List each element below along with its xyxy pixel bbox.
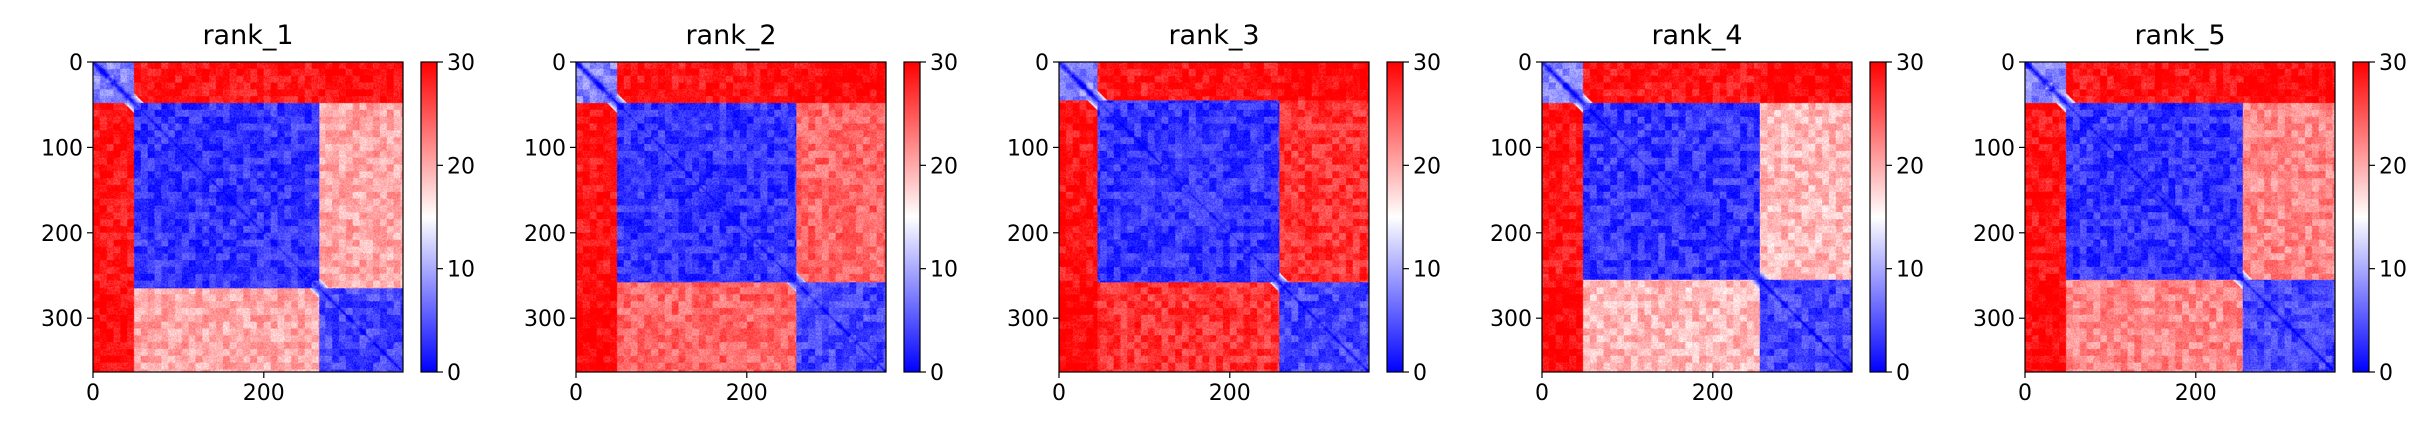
colorbar-tick-label: 30 bbox=[447, 51, 475, 76]
y-tick-label: 200 bbox=[1490, 222, 1532, 247]
panel-4: rank_4 0 200 0 100 200 300 0 10 20 30 bbox=[1490, 20, 1924, 406]
plot-frame bbox=[575, 61, 887, 373]
y-tick-label: 300 bbox=[1007, 307, 1049, 332]
colorbar-tick-label: 0 bbox=[930, 361, 944, 386]
panel-3: rank_3 0 200 0 100 200 300 0 10 20 30 bbox=[1007, 20, 1441, 406]
colorbar bbox=[1869, 61, 1887, 373]
heatmap-image bbox=[1542, 62, 1852, 372]
y-tick-label: 0 bbox=[69, 51, 83, 76]
x-tick-label: 0 bbox=[86, 381, 100, 406]
heatmap-image bbox=[2025, 62, 2335, 372]
x-tick-label: 200 bbox=[2175, 381, 2217, 406]
colorbar-tick-label: 20 bbox=[1413, 154, 1441, 179]
colorbar-tick-label: 10 bbox=[447, 258, 475, 283]
plot-frame bbox=[1541, 61, 1853, 373]
colorbar-tick-label: 30 bbox=[2379, 51, 2407, 76]
chart-title: rank_5 bbox=[2134, 20, 2225, 51]
panel-1: rank_1 0 200 0 100 200 300 0 10 20 30 bbox=[41, 20, 475, 406]
y-tick-label: 100 bbox=[1007, 136, 1049, 161]
colorbar-tick-label: 30 bbox=[930, 51, 958, 76]
y-tick-label: 0 bbox=[1035, 51, 1049, 76]
colorbar-tick-label: 0 bbox=[1413, 361, 1427, 386]
colorbar-tick-label: 30 bbox=[1413, 51, 1441, 76]
colorbar-tick-label: 10 bbox=[1413, 258, 1441, 283]
panel-2: rank_2 0 200 0 100 200 300 0 10 20 30 bbox=[524, 20, 958, 406]
y-tick-label: 100 bbox=[1973, 136, 2015, 161]
chart-title: rank_2 bbox=[685, 20, 776, 51]
chart-title: rank_4 bbox=[1651, 20, 1742, 51]
heatmap-image bbox=[1059, 62, 1369, 372]
colorbar-tick-label: 30 bbox=[1896, 51, 1924, 76]
x-tick-label: 0 bbox=[569, 381, 583, 406]
y-tick-label: 300 bbox=[41, 307, 83, 332]
colorbar bbox=[903, 61, 921, 373]
y-tick-label: 200 bbox=[1973, 222, 2015, 247]
y-tick-label: 100 bbox=[524, 136, 566, 161]
y-tick-label: 100 bbox=[1490, 136, 1532, 161]
colorbar-tick-label: 0 bbox=[2379, 361, 2393, 386]
chart-title: rank_1 bbox=[202, 20, 293, 51]
colorbar-tick-label: 10 bbox=[2379, 258, 2407, 283]
y-tick-label: 200 bbox=[1007, 222, 1049, 247]
y-tick-label: 300 bbox=[524, 307, 566, 332]
heatmap-image bbox=[93, 62, 403, 372]
panel-5: rank_5 0 200 0 100 200 300 0 10 20 30 bbox=[1973, 20, 2407, 406]
y-tick-label: 0 bbox=[1518, 51, 1532, 76]
y-tick-label: 200 bbox=[524, 222, 566, 247]
y-tick-label: 100 bbox=[41, 136, 83, 161]
x-tick-label: 200 bbox=[726, 381, 768, 406]
y-tick-label: 0 bbox=[2001, 51, 2015, 76]
y-tick-label: 200 bbox=[41, 222, 83, 247]
colorbar bbox=[1386, 61, 1404, 373]
heatmap-image bbox=[576, 62, 886, 372]
colorbar bbox=[2352, 61, 2370, 373]
colorbar bbox=[420, 61, 438, 373]
colorbar-tick-label: 20 bbox=[1896, 154, 1924, 179]
colorbar-tick-label: 20 bbox=[447, 154, 475, 179]
plot-frame bbox=[2024, 61, 2336, 373]
colorbar-tick-label: 20 bbox=[930, 154, 958, 179]
colorbar-tick-label: 0 bbox=[447, 361, 461, 386]
plot-frame bbox=[92, 61, 404, 373]
x-tick-label: 200 bbox=[243, 381, 285, 406]
y-tick-label: 300 bbox=[1973, 307, 2015, 332]
colorbar-tick-label: 0 bbox=[1896, 361, 1910, 386]
x-tick-label: 0 bbox=[2018, 381, 2032, 406]
y-tick-label: 300 bbox=[1490, 307, 1532, 332]
colorbar-tick-label: 20 bbox=[2379, 154, 2407, 179]
x-tick-label: 0 bbox=[1535, 381, 1549, 406]
chart-title: rank_3 bbox=[1168, 20, 1259, 51]
colorbar-tick-label: 10 bbox=[1896, 258, 1924, 283]
plot-frame bbox=[1058, 61, 1370, 373]
colorbar-tick-label: 10 bbox=[930, 258, 958, 283]
x-tick-label: 200 bbox=[1209, 381, 1251, 406]
x-tick-label: 0 bbox=[1052, 381, 1066, 406]
x-tick-label: 200 bbox=[1692, 381, 1734, 406]
y-tick-label: 0 bbox=[552, 51, 566, 76]
